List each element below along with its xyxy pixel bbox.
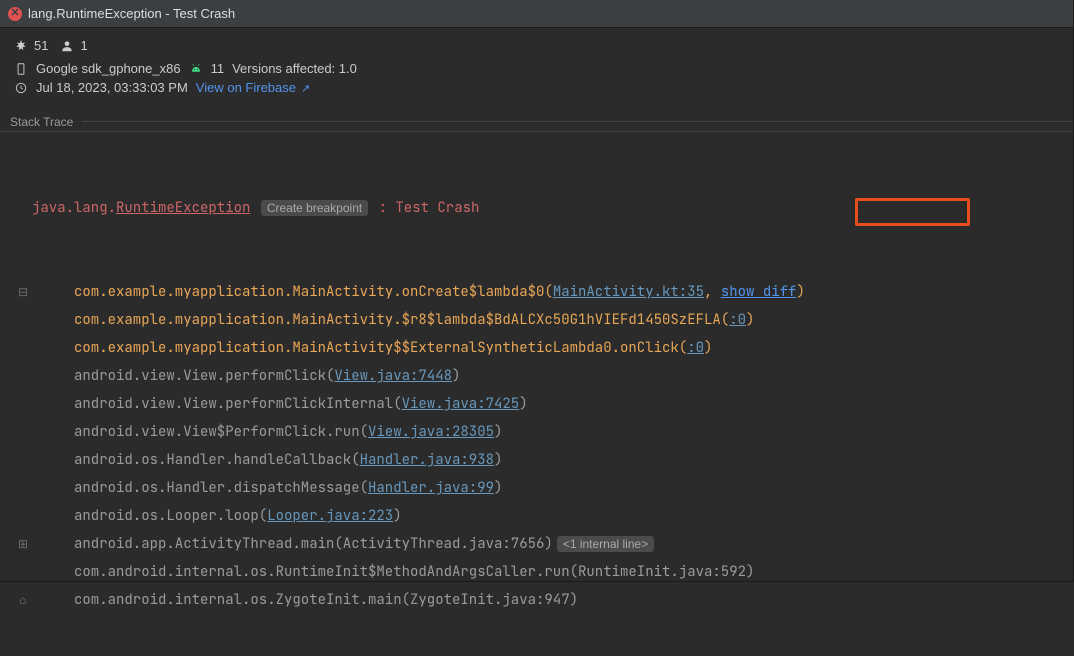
gutter-icon[interactable]: ⊟ — [14, 278, 32, 306]
frame-text: android.os.Handler.dispatchMessage( — [74, 479, 368, 497]
stack-frame: com.android.internal.os.RuntimeInit$Meth… — [14, 558, 1059, 586]
crash-header: 51 1 Google sdk_gphone_x86 11 Versions a… — [0, 28, 1073, 111]
internal-lines-pill[interactable]: <1 internal line> — [557, 536, 654, 552]
source-link[interactable]: View.java:7425 — [402, 395, 520, 413]
stack-frame: android.os.Handler.handleCallback(Handle… — [14, 446, 1059, 474]
user-icon — [60, 39, 74, 53]
crash-count: 51 — [34, 38, 48, 53]
stack-frame: ⊟ com.example.myapplication.MainActivity.… — [14, 278, 1059, 306]
device-icon — [14, 62, 28, 76]
stack-frame: com.example.myapplication.MainActivity.$… — [14, 306, 1059, 334]
exception-class[interactable]: RuntimeException — [116, 199, 250, 217]
time-row: Jul 18, 2023, 03:33:03 PM View on Fireba… — [14, 80, 1059, 95]
device-row: Google sdk_gphone_x86 11 Versions affect… — [14, 61, 1059, 76]
create-breakpoint-button[interactable]: Create breakpoint — [261, 200, 368, 216]
stack-frame: android.os.Looper.loop(Looper.java:223) — [14, 502, 1059, 530]
api-level: 11 — [211, 61, 225, 76]
frame-text: android.os.Looper.loop( — [74, 507, 267, 525]
external-link-icon: ↗ — [298, 83, 310, 95]
stack-frame: android.view.View.performClick(View.java… — [14, 362, 1059, 390]
stats-row: 51 1 — [14, 38, 1059, 53]
versions-affected: Versions affected: 1.0 — [232, 61, 357, 76]
exception-package: java.lang. — [32, 199, 116, 217]
stack-frame: ⊞ android.app.ActivityThread.main(Activit… — [14, 530, 1059, 558]
stack-frame: android.os.Handler.dispatchMessage(Handl… — [14, 474, 1059, 502]
stack-frame: android.view.View$PerformClick.run(View.… — [14, 418, 1059, 446]
frame-text: com.example.myapplication.MainActivity$$… — [74, 339, 687, 357]
view-on-firebase-link[interactable]: View on Firebase ↗ — [196, 80, 311, 95]
frame-text: android.view.View.performClickInternal( — [74, 395, 402, 413]
frame-text: com.example.myapplication.MainActivity.o… — [74, 283, 553, 301]
frame-text: android.view.View.performClick( — [74, 367, 334, 385]
source-link[interactable]: Handler.java:938 — [360, 451, 494, 469]
crash-icon — [14, 39, 28, 53]
stack-trace: java.lang.RuntimeException Create breakp… — [0, 132, 1073, 656]
exception-message: Test Crash — [395, 199, 479, 217]
stack-trace-label: Stack Trace — [0, 111, 1073, 132]
source-link[interactable]: :0 — [687, 339, 704, 357]
gutter-icon[interactable]: ⊞ — [14, 530, 32, 558]
title-bar: ✕ lang.RuntimeException - Test Crash — [0, 0, 1073, 28]
error-icon: ✕ — [8, 7, 22, 21]
android-icon — [189, 62, 203, 76]
frame-text: android.os.Handler.handleCallback( — [74, 451, 360, 469]
show-diff-link[interactable]: show diff — [721, 283, 797, 301]
source-link[interactable]: :0 — [729, 311, 746, 329]
frame-text: com.android.internal.os.ZygoteInit.main(… — [74, 591, 578, 609]
source-link[interactable]: View.java:7448 — [334, 367, 452, 385]
frame-text: com.android.internal.os.RuntimeInit$Meth… — [74, 563, 754, 581]
stack-frame: com.example.myapplication.MainActivity$$… — [14, 334, 1059, 362]
user-count: 1 — [80, 38, 87, 53]
device-name: Google sdk_gphone_x86 — [36, 61, 181, 76]
gutter-icon[interactable]: ⌂ — [14, 586, 32, 614]
source-link[interactable]: Looper.java:223 — [267, 507, 393, 525]
frame-text: android.view.View$PerformClick.run( — [74, 423, 368, 441]
clock-icon — [14, 81, 28, 95]
frame-text: android.app.ActivityThread.main(Activity… — [74, 535, 553, 553]
event-timestamp: Jul 18, 2023, 03:33:03 PM — [36, 80, 188, 95]
window-title: lang.RuntimeException - Test Crash — [28, 6, 235, 21]
stack-frame: ⌂ com.android.internal.os.ZygoteInit.main… — [14, 586, 1059, 614]
frame-text: com.example.myapplication.MainActivity.$… — [74, 311, 729, 329]
exception-line: java.lang.RuntimeException Create breakp… — [14, 194, 1059, 222]
source-link[interactable]: Handler.java:99 — [368, 479, 494, 497]
source-link[interactable]: View.java:28305 — [368, 423, 494, 441]
stack-frame: android.view.View.performClickInternal(V… — [14, 390, 1059, 418]
source-link[interactable]: MainActivity.kt:35 — [553, 283, 704, 301]
firebase-link-label: View on Firebase — [196, 80, 296, 95]
